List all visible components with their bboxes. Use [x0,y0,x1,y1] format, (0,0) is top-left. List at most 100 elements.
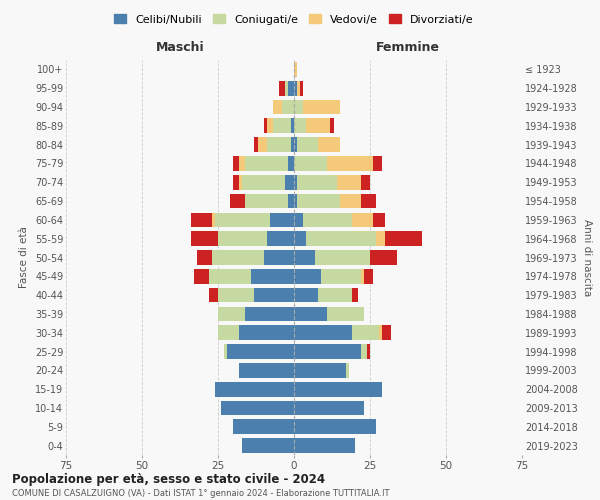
Bar [254,288,294,302]
Bar [294,62,297,76]
Bar [294,194,297,208]
Bar [263,250,294,265]
Bar [294,138,297,152]
Bar [266,138,291,152]
Bar [294,382,382,396]
Bar [194,269,209,283]
Bar [254,138,257,152]
Bar [215,382,294,396]
Bar [328,156,373,171]
Bar [294,175,297,190]
Bar [361,344,367,359]
Bar [288,156,294,171]
Bar [294,344,361,359]
Bar [319,138,340,152]
Text: Femmine: Femmine [376,42,440,54]
Bar [233,420,294,434]
Text: COMUNE DI CASALZUIGNO (VA) - Dati ISTAT 1° gennaio 2024 - Elaborazione TUTTITALI: COMUNE DI CASALZUIGNO (VA) - Dati ISTAT … [12,489,389,498]
Bar [227,344,294,359]
Bar [197,250,212,265]
Bar [273,118,291,133]
Bar [191,212,212,227]
Bar [266,118,273,133]
Bar [209,269,251,283]
Bar [294,438,355,453]
Bar [303,100,340,114]
Bar [361,269,364,283]
Bar [288,81,294,96]
Bar [279,81,285,96]
Bar [303,212,352,227]
Bar [370,250,397,265]
Bar [273,100,282,114]
Bar [285,81,288,96]
Bar [239,175,242,190]
Bar [224,344,227,359]
Bar [352,326,379,340]
Bar [340,194,361,208]
Bar [328,306,364,322]
Bar [291,138,294,152]
Bar [300,81,303,96]
Bar [269,212,294,227]
Bar [322,269,361,283]
Bar [337,175,361,190]
Bar [242,438,294,453]
Bar [245,194,288,208]
Bar [221,400,294,415]
Text: Maschi: Maschi [155,42,205,54]
Legend: Celibi/Nubili, Coniugati/e, Vedovi/e, Divorziati/e: Celibi/Nubili, Coniugati/e, Vedovi/e, Di… [114,14,474,24]
Bar [379,326,382,340]
Bar [233,156,239,171]
Bar [212,212,215,227]
Bar [239,156,245,171]
Bar [294,212,303,227]
Bar [291,118,294,133]
Bar [382,326,391,340]
Bar [233,175,239,190]
Bar [361,194,376,208]
Bar [288,194,294,208]
Bar [294,81,297,96]
Bar [306,232,376,246]
Bar [285,175,294,190]
Bar [218,326,239,340]
Bar [294,288,319,302]
Bar [294,232,306,246]
Bar [191,232,218,246]
Bar [315,250,370,265]
Y-axis label: Anni di nascita: Anni di nascita [581,219,592,296]
Bar [331,118,334,133]
Bar [215,212,269,227]
Bar [294,250,315,265]
Bar [212,250,263,265]
Bar [367,344,370,359]
Bar [385,232,422,246]
Bar [263,118,266,133]
Bar [282,100,294,114]
Bar [373,156,382,171]
Bar [294,306,328,322]
Bar [245,156,288,171]
Bar [294,420,376,434]
Bar [361,175,370,190]
Bar [230,194,245,208]
Bar [209,288,218,302]
Bar [239,363,294,378]
Bar [352,288,358,302]
Bar [242,175,285,190]
Bar [294,118,306,133]
Bar [245,306,294,322]
Bar [306,118,331,133]
Bar [294,100,303,114]
Bar [266,232,294,246]
Bar [364,269,373,283]
Bar [346,363,349,378]
Bar [373,212,385,227]
Bar [294,269,322,283]
Bar [257,138,266,152]
Bar [376,232,385,246]
Bar [218,232,266,246]
Bar [319,288,352,302]
Bar [352,212,373,227]
